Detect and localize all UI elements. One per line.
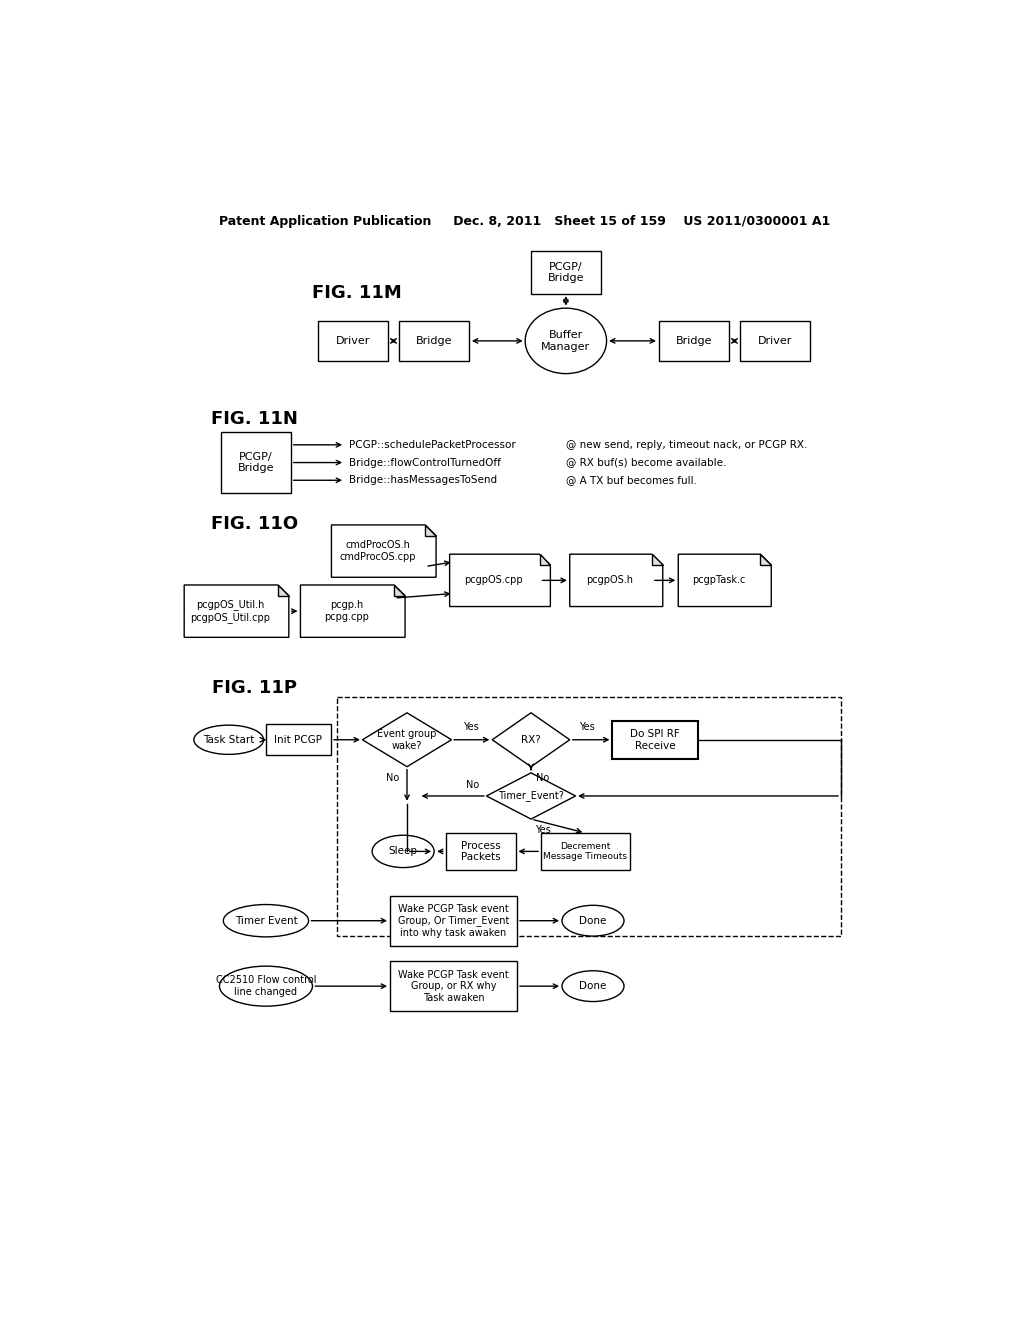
Text: Process
Packets: Process Packets <box>461 841 501 862</box>
Text: PCGP/
Bridge: PCGP/ Bridge <box>548 261 584 284</box>
Ellipse shape <box>372 836 434 867</box>
Polygon shape <box>278 585 289 595</box>
Text: Driver: Driver <box>758 335 793 346</box>
Polygon shape <box>394 585 406 595</box>
Text: FIG. 11O: FIG. 11O <box>211 515 298 533</box>
Polygon shape <box>493 713 569 767</box>
FancyBboxPatch shape <box>541 833 630 870</box>
Text: Buffer
Manager: Buffer Manager <box>542 330 591 351</box>
Text: Bridge::flowControlTurnedOff: Bridge::flowControlTurnedOff <box>349 458 501 467</box>
Text: Timer_Event?: Timer_Event? <box>498 791 564 801</box>
Ellipse shape <box>223 904 308 937</box>
Text: Wake PCGP Task event
Group, or RX why
Task awaken: Wake PCGP Task event Group, or RX why Ta… <box>398 970 509 1003</box>
Text: PCGP::schedulePacketProcessor: PCGP::schedulePacketProcessor <box>349 440 516 450</box>
FancyBboxPatch shape <box>612 721 697 759</box>
FancyBboxPatch shape <box>658 321 729 360</box>
Text: pcgp.h
pcpg.cpp: pcgp.h pcpg.cpp <box>325 601 369 622</box>
Text: Decrement
Message Timeouts: Decrement Message Timeouts <box>544 842 628 861</box>
Ellipse shape <box>219 966 312 1006</box>
Text: Done: Done <box>580 981 606 991</box>
Text: Yes: Yes <box>535 825 551 834</box>
Text: Sleep: Sleep <box>389 846 418 857</box>
Text: pcgpTask.c: pcgpTask.c <box>692 576 745 585</box>
Polygon shape <box>332 525 436 577</box>
Text: No: No <box>386 774 399 783</box>
Text: Yes: Yes <box>579 722 595 733</box>
Text: PCGP/
Bridge: PCGP/ Bridge <box>238 451 274 474</box>
Ellipse shape <box>525 308 606 374</box>
Polygon shape <box>761 554 771 565</box>
Text: pcgpOS.cpp: pcgpOS.cpp <box>465 576 523 585</box>
FancyBboxPatch shape <box>389 896 517 945</box>
Text: pcgpOS.h: pcgpOS.h <box>587 576 634 585</box>
FancyBboxPatch shape <box>265 725 332 755</box>
Text: FIG. 11P: FIG. 11P <box>212 680 297 697</box>
Text: Patent Application Publication     Dec. 8, 2011   Sheet 15 of 159    US 2011/030: Patent Application Publication Dec. 8, 2… <box>219 215 830 228</box>
FancyBboxPatch shape <box>389 961 517 1011</box>
Text: Yes: Yes <box>463 722 478 733</box>
Text: Driver: Driver <box>336 335 370 346</box>
Polygon shape <box>362 713 452 767</box>
Text: Bridge::hasMessagesToSend: Bridge::hasMessagesToSend <box>349 475 497 486</box>
Text: @ new send, reply, timeout nack, or PCGP RX.: @ new send, reply, timeout nack, or PCGP… <box>566 440 807 450</box>
Text: Timer Event: Timer Event <box>234 916 297 925</box>
Polygon shape <box>425 525 436 536</box>
FancyBboxPatch shape <box>317 321 388 360</box>
Polygon shape <box>184 585 289 638</box>
Text: @ RX buf(s) become available.: @ RX buf(s) become available. <box>566 458 726 467</box>
Polygon shape <box>540 554 550 565</box>
FancyBboxPatch shape <box>740 321 810 360</box>
FancyBboxPatch shape <box>221 432 291 494</box>
Text: cmdProcOS.h
cmdProcOS.cpp: cmdProcOS.h cmdProcOS.cpp <box>339 540 416 562</box>
Text: pcgpOS_Util.h
pcgpOS_Util.cpp: pcgpOS_Util.h pcgpOS_Util.cpp <box>190 599 270 623</box>
Text: Do SPI RF
Receive: Do SPI RF Receive <box>630 729 680 751</box>
Text: Task Start: Task Start <box>203 735 254 744</box>
Text: FIG. 11M: FIG. 11M <box>311 284 401 302</box>
FancyBboxPatch shape <box>445 833 515 870</box>
Text: RX?: RX? <box>521 735 541 744</box>
Text: Event group
wake?: Event group wake? <box>377 729 436 751</box>
Text: Bridge: Bridge <box>676 335 712 346</box>
Text: Wake PCGP Task event
Group, Or Timer_Event
into why task awaken: Wake PCGP Task event Group, Or Timer_Eve… <box>397 904 509 937</box>
Text: FIG. 11N: FIG. 11N <box>211 409 298 428</box>
Ellipse shape <box>562 906 624 936</box>
FancyBboxPatch shape <box>531 251 601 293</box>
Text: Bridge: Bridge <box>416 335 453 346</box>
Text: CC2510 Flow control
line changed: CC2510 Flow control line changed <box>216 975 316 997</box>
Text: Done: Done <box>580 916 606 925</box>
Ellipse shape <box>562 970 624 1002</box>
Text: @ A TX buf becomes full.: @ A TX buf becomes full. <box>566 475 697 486</box>
Ellipse shape <box>194 725 263 755</box>
Polygon shape <box>300 585 406 638</box>
Polygon shape <box>678 554 771 607</box>
FancyBboxPatch shape <box>399 321 469 360</box>
Polygon shape <box>450 554 550 607</box>
Text: No: No <box>536 774 549 783</box>
Polygon shape <box>569 554 663 607</box>
Polygon shape <box>652 554 663 565</box>
Text: Init PCGP: Init PCGP <box>274 735 323 744</box>
Text: No: No <box>466 780 479 791</box>
Polygon shape <box>486 774 575 818</box>
